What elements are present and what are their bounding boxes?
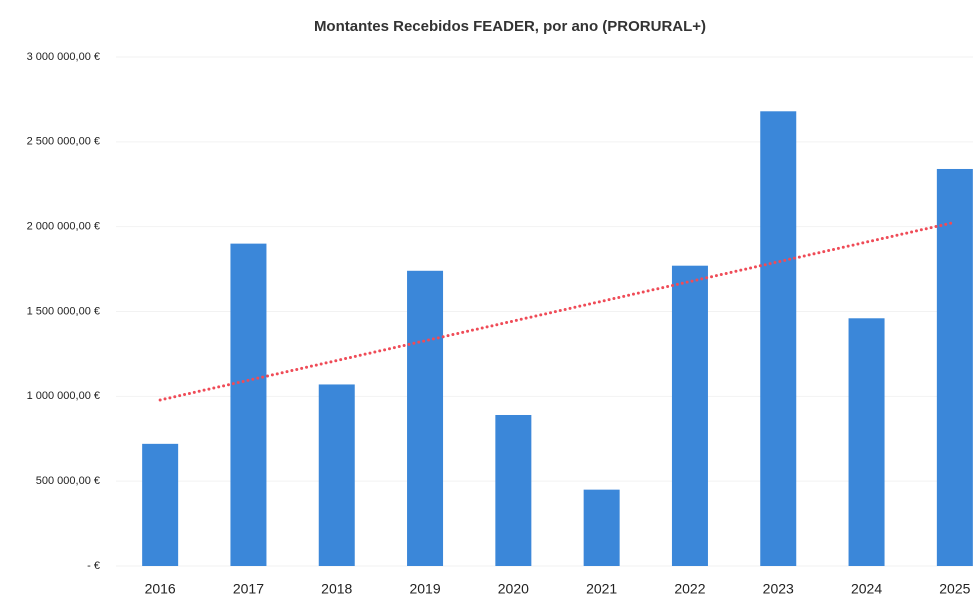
x-tick-label: 2017 (233, 581, 264, 597)
x-tick-label: 2018 (321, 581, 352, 597)
x-tick-label: 2023 (763, 581, 794, 597)
bar (848, 318, 885, 566)
x-tick-label: 2019 (409, 581, 440, 597)
x-tick-label: 2025 (939, 581, 970, 597)
x-tick-label: 2024 (851, 581, 882, 597)
y-tick-label: 1 000 000,00 € (27, 390, 100, 402)
y-tick-label: 500 000,00 € (36, 475, 100, 487)
bar (230, 243, 267, 566)
y-tick-label: 2 500 000,00 € (27, 136, 100, 148)
y-tick-label: - € (87, 560, 100, 572)
bar (583, 489, 620, 566)
y-tick-label: 3 000 000,00 € (27, 51, 100, 63)
x-tick-label: 2016 (145, 581, 176, 597)
bar (760, 111, 797, 566)
x-tick-label: 2022 (674, 581, 705, 597)
y-tick-label: 2 000 000,00 € (27, 221, 100, 233)
bar (936, 168, 973, 567)
y-tick-label: 1 500 000,00 € (27, 305, 100, 317)
bar (407, 270, 444, 566)
bar (671, 265, 708, 566)
bar (318, 384, 355, 566)
bar (142, 443, 179, 566)
chart-title: Montantes Recebidos FEADER, por ano (PRO… (314, 18, 706, 35)
x-tick-label: 2021 (586, 581, 617, 597)
x-tick-label: 2020 (498, 581, 529, 597)
bar (495, 414, 532, 566)
trendline (158, 220, 957, 402)
